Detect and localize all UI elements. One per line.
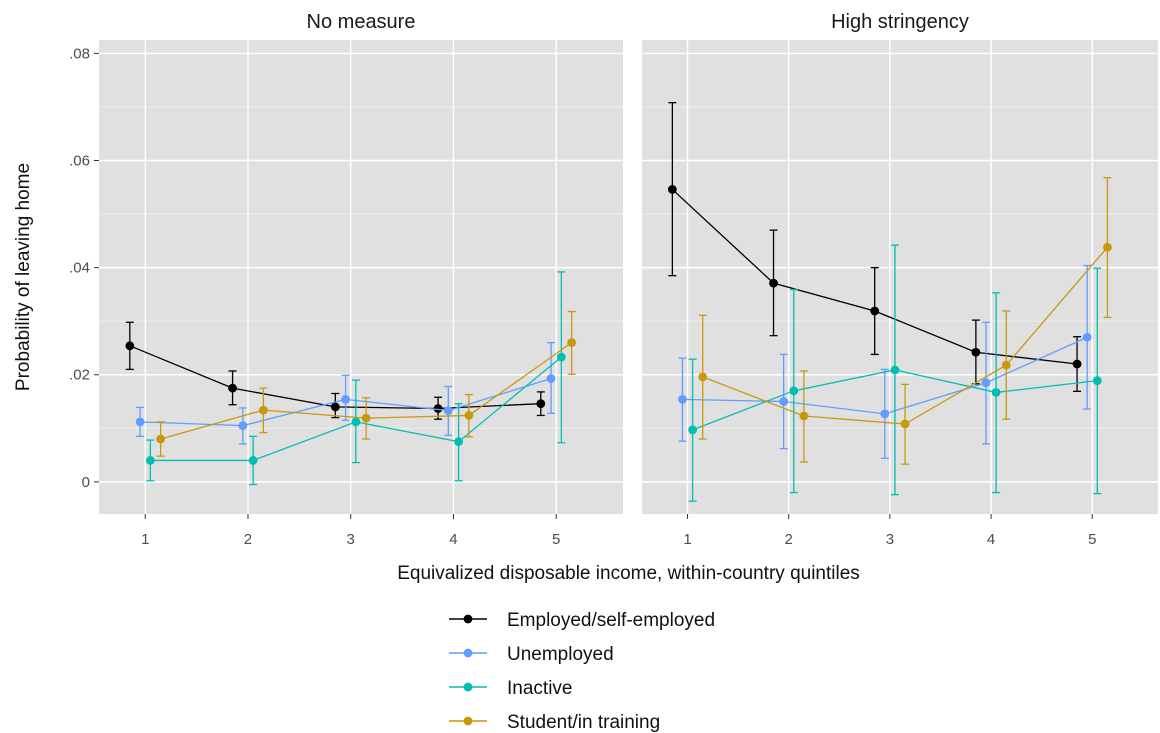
- data-point: [1001, 360, 1011, 370]
- legend-swatch-point: [463, 716, 473, 726]
- y-axis-title: Probability of leaving home: [13, 163, 34, 391]
- y-tick-label: .08: [69, 45, 90, 62]
- data-point: [779, 397, 789, 406]
- data-point: [546, 374, 556, 383]
- x-axis-title: Equivalized disposable income, within-co…: [397, 563, 860, 584]
- legend-label: Inactive: [507, 678, 572, 699]
- legend: Employed/self-employed Unemployed Inactive…: [449, 610, 715, 733]
- data-point: [1072, 359, 1082, 369]
- legend-label: Student/in training: [507, 712, 660, 733]
- panel-2: High stringency 1 2 3 4 5: [642, 11, 1158, 548]
- panel-title: High stringency: [831, 11, 969, 33]
- data-point: [135, 417, 145, 427]
- data-point: [443, 406, 453, 416]
- legend-label: Unemployed: [507, 644, 614, 665]
- x-tick-label: 3: [886, 531, 894, 548]
- data-point: [1092, 376, 1102, 386]
- data-point: [678, 394, 687, 404]
- series-inactive: [688, 244, 1102, 502]
- data-point: [556, 352, 566, 362]
- series-employed-self-employed: [125, 321, 546, 420]
- data-point: [464, 411, 474, 420]
- panel-title: No measure: [307, 11, 416, 33]
- data-point: [341, 394, 350, 404]
- data-point: [238, 421, 248, 431]
- data-point: [870, 306, 880, 316]
- x-tick-label: 4: [449, 531, 457, 548]
- data-point: [330, 402, 340, 412]
- data-point: [156, 434, 166, 444]
- x-tick-label: 1: [141, 531, 149, 548]
- data-point: [900, 419, 910, 429]
- legend-swatch-point: [463, 682, 473, 692]
- x-tick-label: 4: [987, 531, 995, 548]
- x-tick-label: 2: [785, 531, 793, 548]
- data-point: [1082, 332, 1092, 342]
- data-point: [890, 365, 900, 375]
- legend-swatch-point: [463, 614, 473, 624]
- data-point: [698, 372, 708, 382]
- x-tick-label: 5: [552, 531, 560, 548]
- series-employed-self-employed: [667, 102, 1082, 392]
- legend-label: Employed/self-employed: [507, 610, 715, 631]
- data-point: [145, 456, 155, 465]
- x-tick-label: 2: [244, 531, 252, 548]
- data-point: [688, 425, 697, 435]
- series-unemployed: [678, 264, 1092, 459]
- data-point: [880, 409, 890, 419]
- series-student-in-training: [698, 176, 1112, 465]
- data-point: [536, 399, 546, 409]
- data-point: [228, 383, 237, 393]
- y-tick-label: 0: [82, 474, 90, 491]
- x-tick-label: 1: [683, 531, 691, 548]
- data-point: [351, 417, 361, 427]
- y-tick-label: .02: [69, 367, 90, 384]
- data-point: [1103, 242, 1112, 252]
- data-point: [361, 413, 371, 423]
- data-point: [567, 338, 577, 348]
- panel-background: [642, 40, 1158, 514]
- data-point: [971, 347, 981, 357]
- data-point: [667, 185, 677, 194]
- data-point: [799, 411, 809, 421]
- data-point: [433, 404, 443, 413]
- y-tick-label: .06: [69, 153, 90, 170]
- legend-swatch-point: [463, 648, 473, 658]
- series-unemployed: [135, 341, 556, 445]
- data-point: [258, 405, 268, 415]
- x-tick-label: 3: [347, 531, 355, 548]
- data-point: [769, 278, 778, 288]
- data-point: [125, 341, 135, 351]
- panel-1: No measure 0 .02 .04 .06 .08 1 2 3 4 5: [69, 11, 623, 548]
- data-point: [981, 378, 991, 388]
- data-point: [454, 437, 464, 447]
- panel-background: [99, 40, 623, 514]
- series-inactive: [145, 271, 566, 486]
- data-point: [789, 386, 799, 396]
- data-point: [991, 388, 1001, 397]
- x-tick-label: 5: [1088, 531, 1096, 548]
- data-point: [248, 456, 258, 465]
- y-tick-label: .04: [69, 260, 90, 277]
- series-student-in-training: [156, 310, 577, 457]
